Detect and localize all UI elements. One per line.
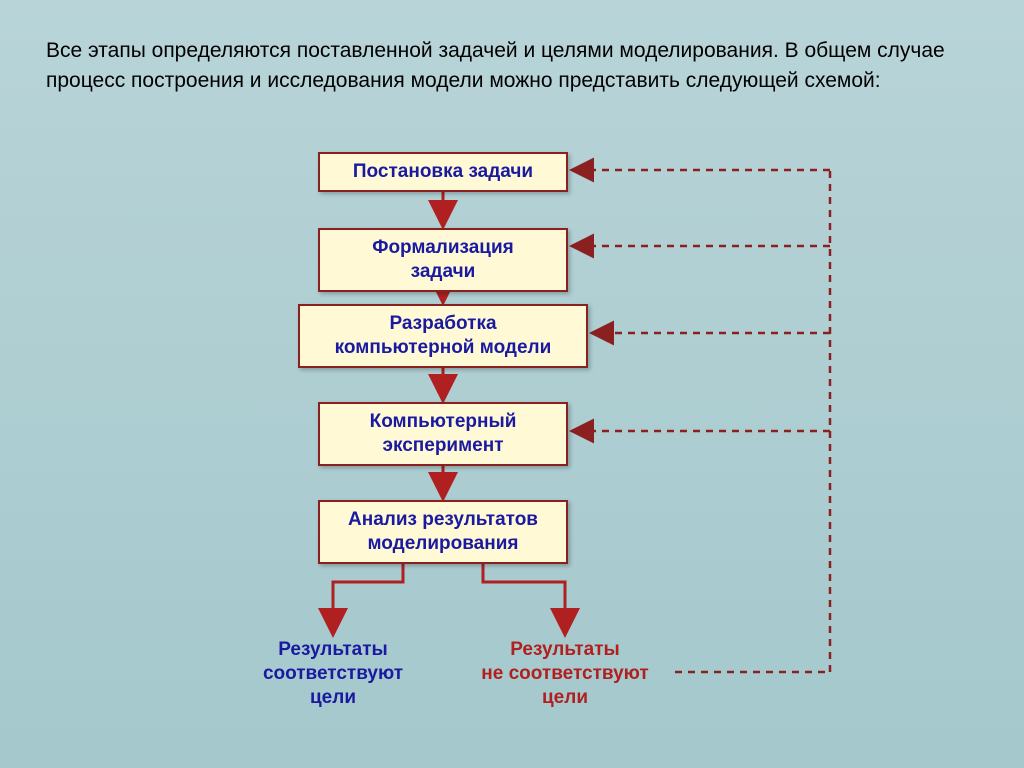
result-ok-label: Результатысоответствуютцели — [213, 638, 453, 709]
intro-paragraph: Все этапы определяются поставленной зада… — [46, 36, 978, 97]
flow-box-b1: Постановка задачи — [318, 152, 568, 192]
flow-box-b5: Анализ результатовмоделирования — [318, 500, 568, 564]
flow-box-b2: Формализация задачи — [318, 228, 568, 292]
flow-box-b3: Разработкакомпьютерной модели — [298, 304, 588, 368]
flow-box-b4: Компьютерныйэксперимент — [318, 402, 568, 466]
flowchart-container: Постановка задачи Формализация задачи Разр… — [0, 140, 1024, 760]
result-bad-label: Результатыне соответствуютцели — [445, 638, 685, 709]
